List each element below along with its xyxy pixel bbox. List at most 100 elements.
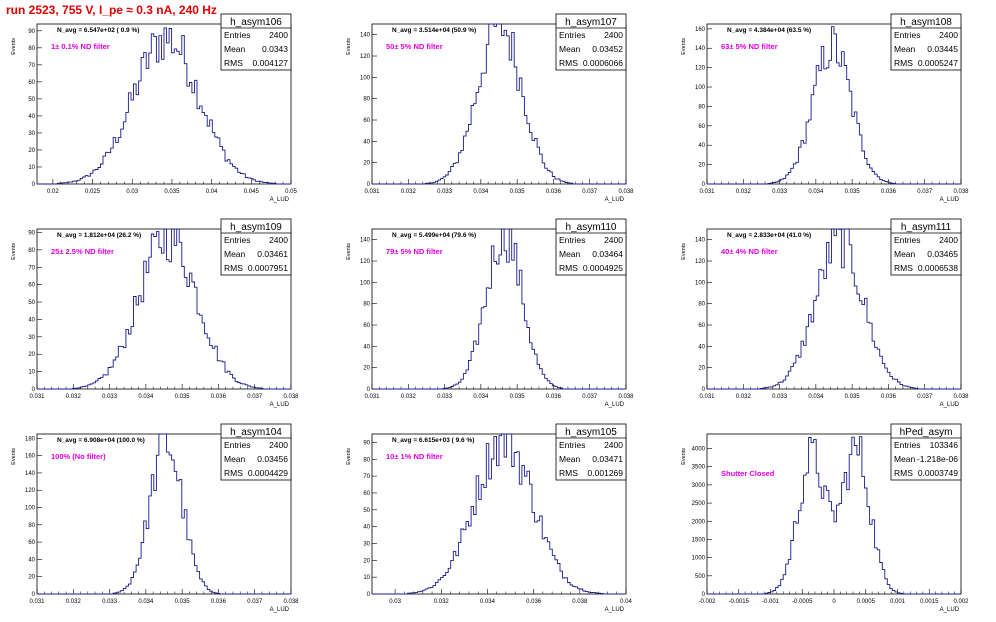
y-tick-label: 70 (28, 265, 35, 271)
y-axis-title: Events (11, 243, 17, 260)
y-tick-label: 2000 (692, 519, 706, 525)
stats-rms-value: 0.0003749 (918, 468, 958, 478)
histogram-panel: 0.02 0.025 0.03 0.035 0.04 0.045 0.05 0 10 20 30 40… (11, 13, 297, 203)
stats-rms-label: RMS (224, 468, 243, 478)
y-tick-label: 60 (28, 80, 35, 86)
y-tick-label: 90 (28, 230, 35, 236)
y-tick-label: 2500 (692, 501, 706, 507)
x-tick-label: 0.038 (618, 394, 634, 400)
histogram-panel: 0.031 0.032 0.033 0.034 0.035 0.036 0.037 0.038… (346, 218, 634, 408)
stats-mean-label: Mean (224, 454, 246, 464)
x-tick-label: 0.036 (211, 599, 227, 605)
x-axis-title: A_LUD (605, 607, 625, 613)
y-tick-label: 60 (698, 323, 705, 329)
x-tick-label: 0.037 (247, 394, 263, 400)
y-tick-label: 40 (28, 114, 35, 120)
y-tick-label: 100 (695, 280, 706, 286)
y-tick-label: 50 (28, 97, 35, 103)
stats-entries-value: 2400 (939, 30, 958, 40)
stats-box (220, 218, 292, 276)
stats-mean-label: Mean (894, 454, 916, 464)
filter-label: 25± 2.5% ND filter (51, 247, 114, 256)
stats-entries-label: Entries (559, 440, 585, 450)
filter-label: 79± 5% ND filter (386, 247, 443, 256)
stats-mean-value: 0.03461 (257, 249, 288, 259)
stats-entries-value: 2400 (604, 30, 623, 40)
y-tick-label: 70 (363, 474, 370, 480)
y-tick-label: 20 (698, 163, 705, 169)
y-tick-label: 120 (695, 66, 706, 72)
y-tick-label: 0 (32, 182, 36, 188)
stats-rms-label: RMS (559, 263, 578, 273)
stats-box (555, 218, 627, 276)
y-tick-label: 100 (360, 75, 371, 81)
filter-label: 1± 0.1% ND filter (51, 42, 110, 51)
x-tick-label: 0.035 (510, 394, 526, 400)
x-axis-title: A_LUD (270, 607, 290, 613)
x-axis-title: A_LUD (940, 607, 960, 613)
x-tick-label: 0.038 (283, 394, 299, 400)
histogram-panel: 0.031 0.032 0.033 0.034 0.035 0.036 0.037 0.038… (11, 218, 299, 408)
x-axis-title: A_LUD (270, 402, 290, 408)
stats-rms-label: RMS (894, 468, 913, 478)
stats-title: h_asym104 (230, 427, 282, 438)
x-tick-label: 0.038 (572, 599, 588, 605)
stats-box (220, 13, 292, 71)
y-tick-label: 40 (698, 143, 705, 149)
stats-entries-value: 2400 (939, 235, 958, 245)
x-tick-label: 0.038 (953, 189, 969, 195)
stats-mean-label: Mean (559, 44, 581, 54)
y-axis-title: Events (11, 448, 17, 465)
filter-label: 63± 5% ND filter (721, 42, 778, 51)
x-tick-label: 0.02 (47, 189, 59, 195)
x-tick-label: 0.034 (808, 394, 824, 400)
x-tick-label: 0.038 (618, 189, 634, 195)
y-tick-label: 60 (698, 124, 705, 130)
x-tick-label: 0.032 (401, 189, 417, 195)
y-tick-label: 140 (25, 471, 36, 477)
histogram-series (372, 228, 626, 390)
stats-entries-label: Entries (894, 30, 920, 40)
stats-rms-value: 0.0005247 (918, 58, 958, 68)
navg-label: N_avg = 2.833e+04 (41.0 %) (727, 232, 811, 239)
y-tick-label: 160 (695, 27, 706, 33)
x-tick-label: 0.032 (66, 599, 82, 605)
stats-mean-label: Mean (224, 249, 246, 259)
stats-rms-label: RMS (894, 263, 913, 273)
stats-mean-value: 0.03445 (927, 44, 958, 54)
x-tick-label: 0.036 (881, 394, 897, 400)
y-tick-label: 20 (363, 558, 370, 564)
y-tick-label: 0 (702, 592, 706, 598)
y-tick-label: 40 (28, 557, 35, 563)
x-tick-label: 0.031 (699, 394, 715, 400)
y-tick-label: 90 (363, 440, 370, 446)
x-tick-label: 0.032 (401, 394, 417, 400)
y-tick-label: 60 (363, 323, 370, 329)
histogram-series (372, 23, 626, 185)
y-axis-title: Events (346, 448, 352, 465)
filter-label: Shutter Closed (721, 469, 775, 478)
filter-label: 50± 5% ND filter (386, 42, 443, 51)
y-tick-label: 40 (363, 525, 370, 531)
stats-entries-value: 2400 (604, 235, 623, 245)
y-tick-label: 1000 (692, 556, 706, 562)
y-tick-label: 40 (363, 139, 370, 145)
x-tick-label: 0.031 (699, 189, 715, 195)
stats-title: hPed_asym (900, 427, 953, 438)
y-axis-title: Events (346, 38, 352, 55)
stats-box (220, 423, 292, 481)
histogram-series (707, 26, 961, 185)
x-tick-label: 0.031 (29, 394, 45, 400)
y-tick-label: 0 (367, 182, 371, 188)
y-tick-label: 20 (363, 366, 370, 372)
stats-entries-value: 2400 (604, 440, 623, 450)
plot-frame (371, 228, 627, 390)
histogram-panel: 0.031 0.032 0.033 0.034 0.035 0.036 0.037 0.038… (11, 423, 299, 613)
stats-rms-label: RMS (224, 263, 243, 273)
x-axis-title: A_LUD (940, 197, 960, 203)
y-tick-label: 160 (25, 454, 36, 460)
stats-rms-value: 0.0004429 (248, 468, 288, 478)
stats-entries-label: Entries (559, 30, 585, 40)
stats-mean-label: Mean (559, 454, 581, 464)
